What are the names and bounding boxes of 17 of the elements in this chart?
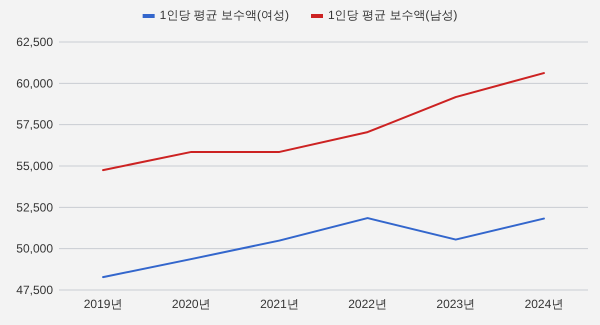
x-tick-label: 2019년 (84, 297, 122, 311)
y-tick-label: 57,500 (16, 118, 54, 132)
y-tick-label: 55,000 (16, 159, 54, 173)
x-tick-label: 2021년 (260, 297, 299, 311)
y-tick-label: 52,500 (16, 200, 54, 214)
line-series (102, 72, 545, 172)
y-tick-label: 60,000 (16, 76, 54, 90)
x-tick-label: 2020년 (172, 297, 211, 311)
x-tick-label: 2023년 (436, 297, 476, 311)
y-tick-label: 47,500 (16, 283, 54, 297)
legend-label: 1인당 평균 보수액(여성) (160, 8, 289, 22)
x-tick-label: 2024년 (524, 297, 564, 311)
line-series (102, 217, 545, 278)
y-tick-label: 50,000 (16, 242, 54, 256)
y-tick-label: 62,500 (16, 35, 54, 49)
x-tick-label: 2022년 (348, 297, 387, 311)
legend-label: 1인당 평균 보수액(남성) (328, 8, 458, 22)
